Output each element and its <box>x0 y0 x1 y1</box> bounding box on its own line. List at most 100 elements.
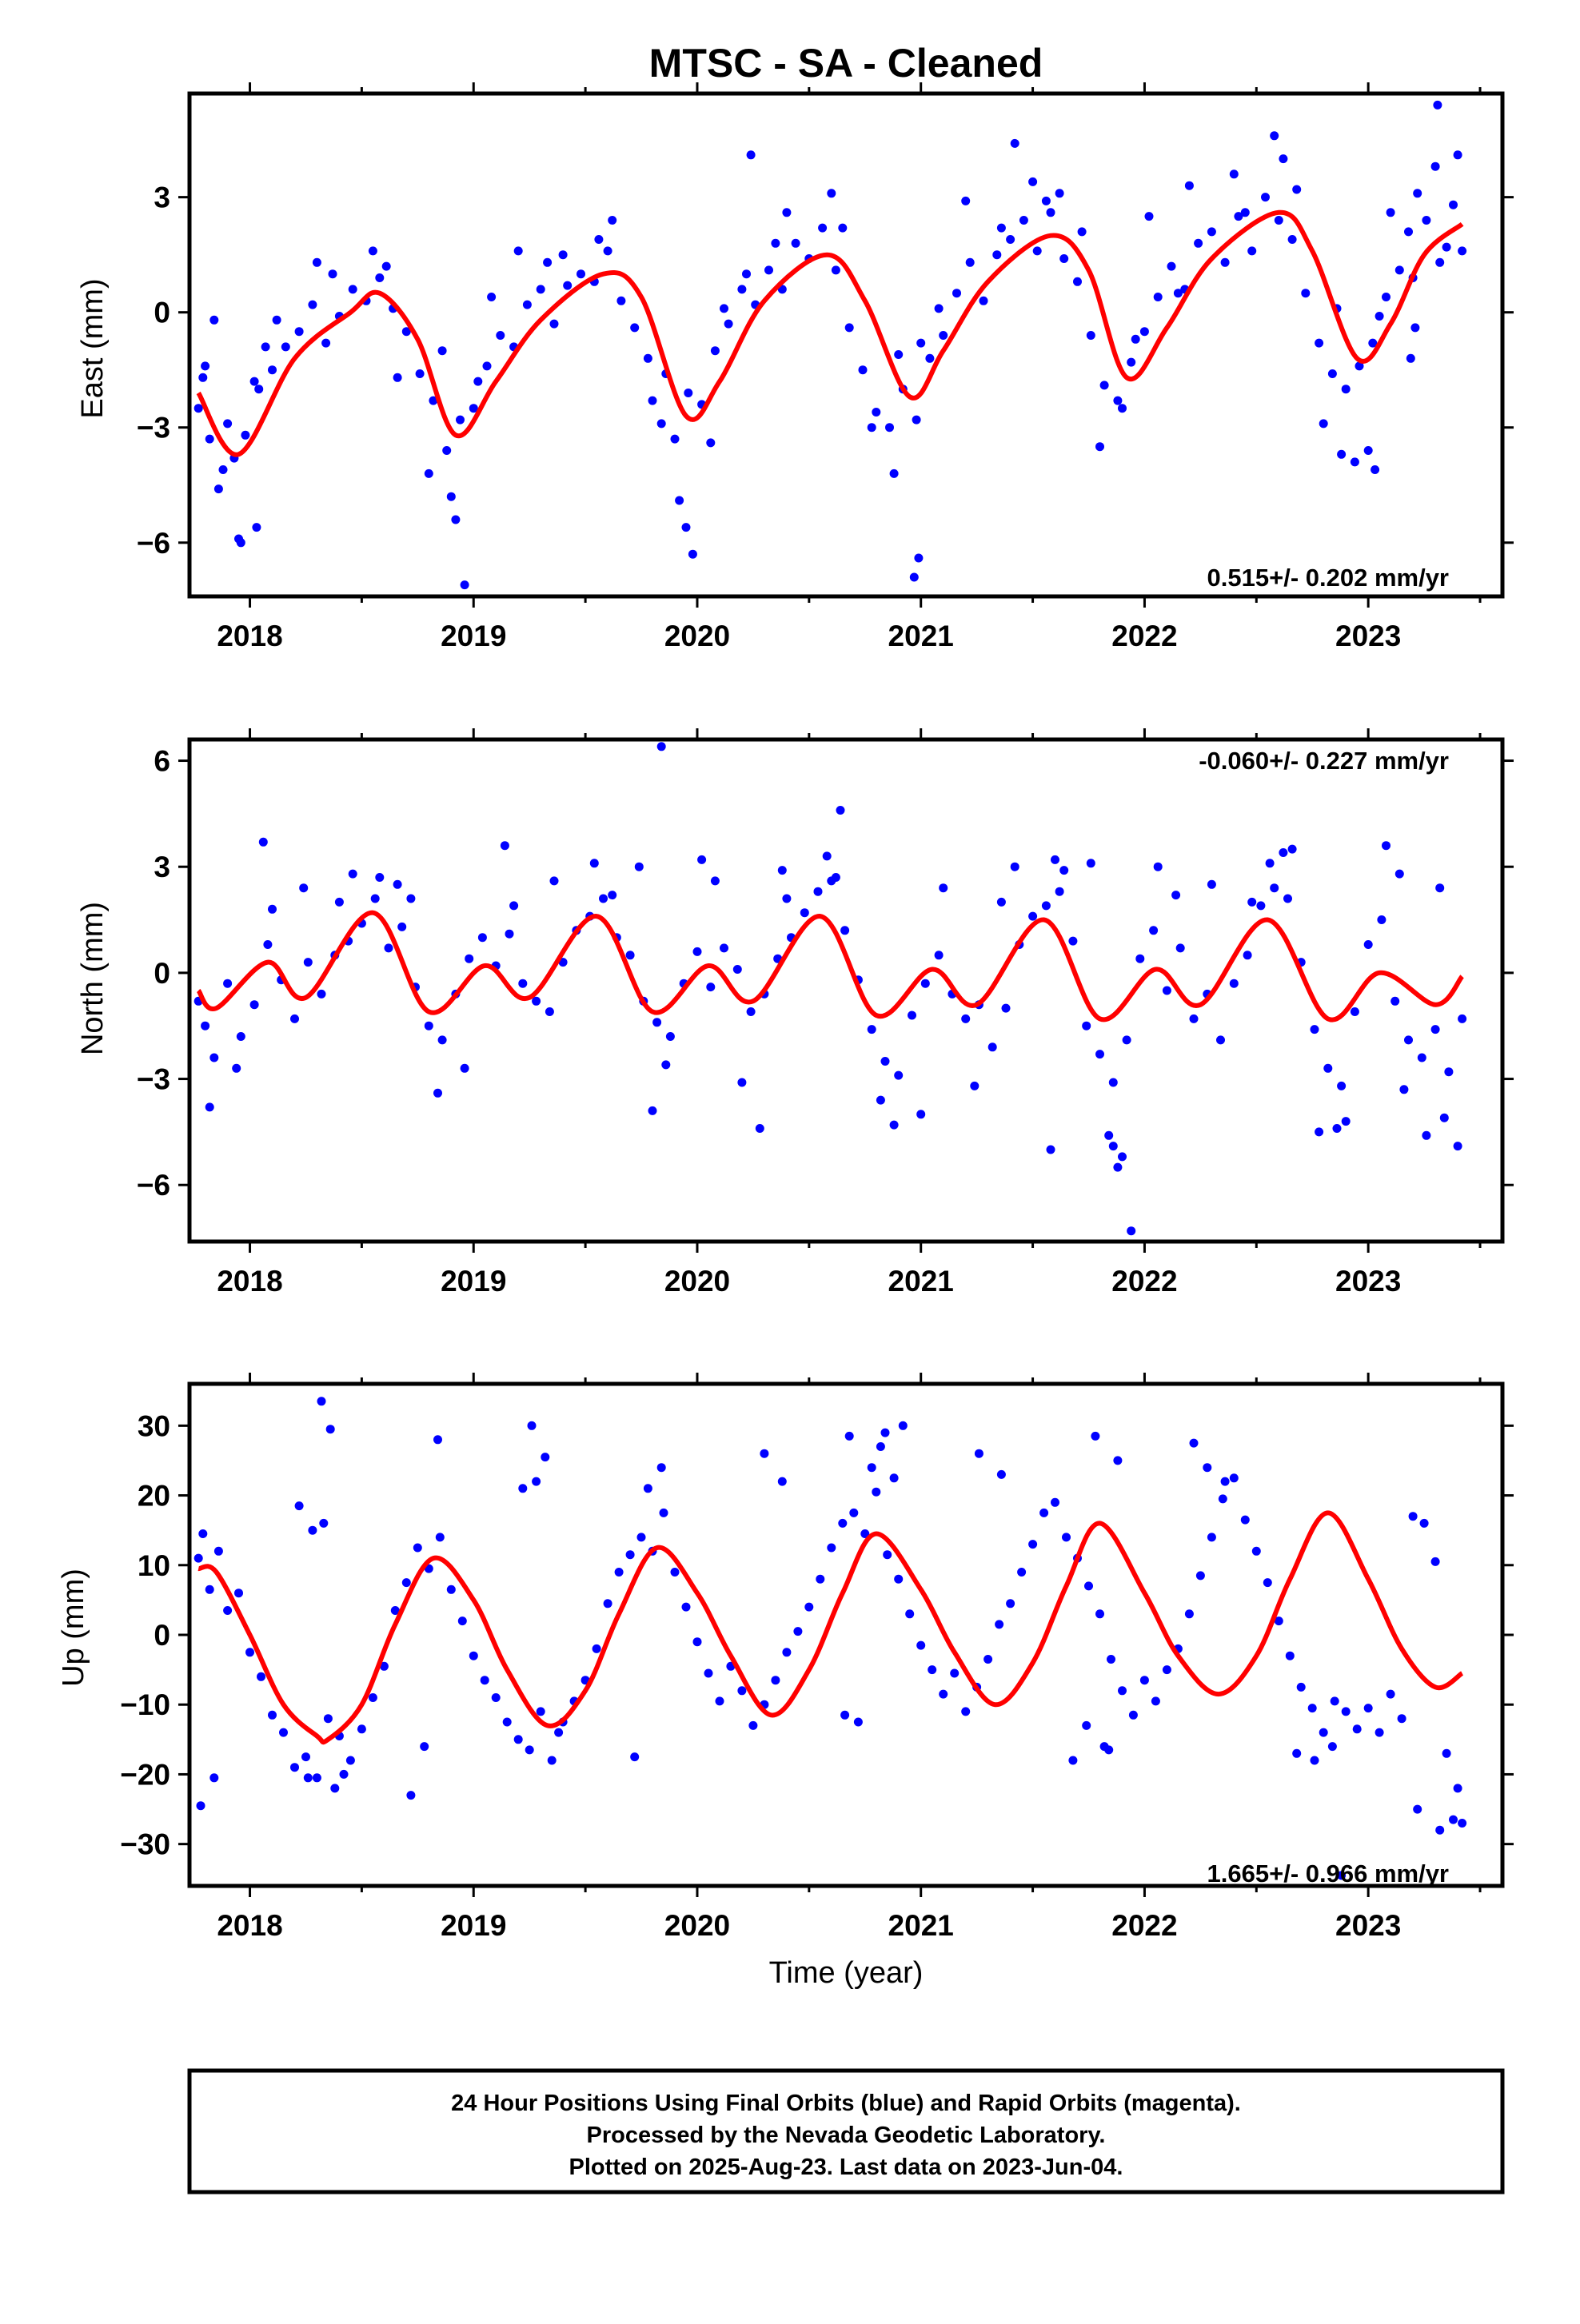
up-xtick-label: 2019 <box>441 1909 506 1942</box>
up-data-point <box>670 1568 680 1577</box>
up-data-point <box>1006 1599 1015 1608</box>
up-data-point <box>536 1707 545 1716</box>
north-data-point <box>424 1021 433 1030</box>
east-data-point <box>249 377 259 386</box>
east-plot-area: 2018 2019 2020 2021 2022 2023 −6 −3 0 3 <box>137 82 1514 652</box>
east-data-point <box>894 350 904 359</box>
north-data-point <box>1341 1117 1351 1126</box>
east-data-point <box>261 342 270 352</box>
up-data-point <box>804 1602 814 1612</box>
east-data-point <box>838 223 848 233</box>
east-data-point <box>916 338 926 348</box>
north-xtick-label: 2022 <box>1111 1265 1177 1298</box>
north-data-point <box>934 951 944 960</box>
up-plot-area: 2018 2019 2020 2021 2022 2023 −30 −20 −10 0 10 20 30 <box>120 1373 1514 1942</box>
up-data-point <box>793 1627 803 1636</box>
east-data-point <box>746 150 756 160</box>
north-data-point <box>634 862 644 871</box>
east-data-point <box>218 465 228 474</box>
up-xtick-label: 2023 <box>1335 1909 1401 1942</box>
east-rate-label: 0.515+/- 0.202 mm/yr <box>1207 564 1449 592</box>
east-data-point <box>771 238 780 248</box>
north-data-point <box>433 1088 442 1098</box>
north-data-point <box>545 1007 554 1016</box>
east-data-point <box>608 216 617 225</box>
east-data-point <box>1055 189 1064 198</box>
east-data-point <box>469 404 478 413</box>
north-data-point <box>1122 1035 1131 1045</box>
up-data-point <box>1449 1815 1458 1824</box>
up-data-point <box>1296 1682 1306 1692</box>
east-ytick-label: −3 <box>137 412 170 444</box>
north-data-point <box>1270 883 1279 893</box>
north-data-point <box>1458 1014 1467 1023</box>
north-data-point <box>263 940 273 949</box>
up-data-point <box>257 1672 265 1681</box>
north-data-point <box>236 1032 245 1041</box>
up-ytick-label: 0 <box>154 1619 170 1652</box>
up-data-point <box>1107 1655 1115 1664</box>
up-data-point <box>1220 1477 1230 1486</box>
north-data-point <box>1404 1035 1413 1045</box>
up-data-point <box>876 1442 885 1451</box>
east-data-point <box>681 523 691 532</box>
north-panel: 2018 2019 2020 2021 2022 2023 −6 −3 0 3 6 North (m… <box>76 728 1514 1298</box>
north-data-point <box>317 989 326 999</box>
east-data-point <box>1059 254 1069 263</box>
east-data-point <box>549 319 559 329</box>
east-data-point <box>1073 277 1082 286</box>
up-data-point <box>308 1525 317 1535</box>
east-data-point <box>992 250 1002 260</box>
north-data-point <box>1394 869 1404 879</box>
north-data-point <box>1135 954 1145 963</box>
north-data-layer <box>194 742 1467 1236</box>
east-ytick-label: 3 <box>154 181 170 214</box>
up-data-point <box>1430 1557 1440 1566</box>
up-data-point <box>209 1773 219 1783</box>
east-data-point <box>1394 265 1404 275</box>
north-data-point <box>1444 1067 1454 1077</box>
east-data-point <box>961 196 971 205</box>
north-data-point <box>1162 986 1171 995</box>
up-xtick-label: 2021 <box>888 1909 954 1942</box>
east-data-point <box>254 385 264 394</box>
north-data-point <box>1175 943 1185 953</box>
up-data-point <box>390 1606 400 1615</box>
east-data-point <box>939 331 948 340</box>
north-data-point <box>777 866 787 875</box>
north-data-point <box>1104 1130 1114 1140</box>
east-data-point <box>1430 161 1440 171</box>
up-data-point <box>872 1487 881 1497</box>
up-data-point <box>1207 1533 1216 1542</box>
north-data-point <box>831 873 840 882</box>
east-data-point <box>1247 246 1257 256</box>
up-data-point <box>849 1508 859 1517</box>
east-data-point <box>706 438 716 448</box>
up-data-point <box>325 1425 335 1434</box>
north-data-point <box>1041 901 1051 911</box>
up-data-point <box>961 1707 971 1716</box>
up-panel: 2018 2019 2020 2021 2022 2023 −30 −20 −10 0 10 20 30… <box>57 1373 1514 1990</box>
north-data-point <box>1059 866 1069 875</box>
north-data-point <box>988 1042 997 1052</box>
east-data-point <box>710 346 720 356</box>
east-data-point <box>1229 169 1239 179</box>
east-data-point <box>1315 338 1324 348</box>
north-data-point <box>732 965 742 974</box>
up-data-point <box>760 1449 769 1458</box>
east-data-point <box>1028 177 1038 186</box>
north-rate-label: -0.060+/- 0.227 mm/yr <box>1199 747 1449 775</box>
north-data-point <box>1243 951 1252 960</box>
up-data-point <box>974 1449 984 1458</box>
up-rate-label: 1.665+/- 0.966 mm/yr <box>1207 1860 1449 1888</box>
north-data-point <box>625 951 635 960</box>
up-data-point <box>1113 1456 1123 1465</box>
north-data-point <box>1153 862 1163 871</box>
east-data-point <box>415 369 425 378</box>
up-data-layer <box>194 1397 1467 1880</box>
north-data-point <box>1229 979 1239 988</box>
east-data-point <box>867 423 876 433</box>
up-data-point <box>692 1637 702 1647</box>
up-data-point <box>1327 1742 1337 1752</box>
east-ytick-label: 0 <box>154 297 170 329</box>
